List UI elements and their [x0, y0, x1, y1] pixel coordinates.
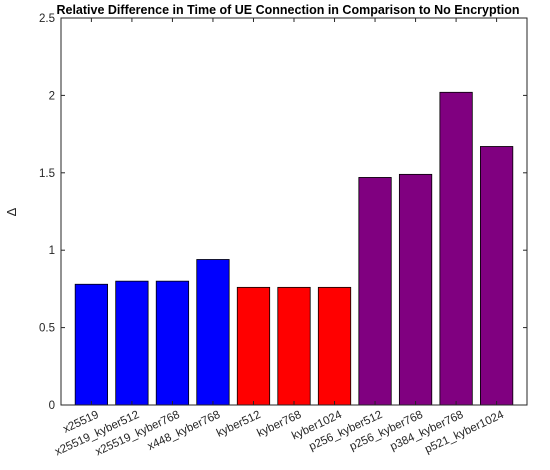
bar-x25519	[74, 283, 108, 406]
y-tick-label: 1	[49, 245, 55, 257]
y-tick-label: 1.5	[39, 168, 55, 180]
bar-p256_kyber512	[358, 177, 392, 406]
bar-p384_kyber768	[439, 91, 473, 406]
y-tick-label: 0.5	[39, 323, 55, 335]
bar-x25519_kyber768	[155, 280, 190, 406]
y-tick-label: 0	[49, 400, 55, 412]
x-tick-label: kyber512	[215, 409, 263, 440]
y-axis-label: Δ	[4, 207, 19, 216]
bar-x25519_kyber512	[115, 280, 149, 406]
bars-group	[74, 91, 514, 406]
bar-kyber512	[236, 286, 271, 406]
y-tick-label: 2	[49, 90, 55, 102]
bar-kyber768	[277, 286, 311, 406]
y-ticks-group: 0 0.5 1 1.5 2 2.5	[39, 13, 527, 412]
bar-p521_kyber1024	[479, 146, 514, 406]
bar-p256_kyber768	[398, 173, 433, 406]
chart-title: Relative Difference in Time of UE Connec…	[56, 3, 519, 17]
bar-kyber1024	[317, 286, 352, 406]
y-tick-label: 2.5	[39, 13, 55, 25]
bar-x448_kyber768	[196, 259, 230, 406]
